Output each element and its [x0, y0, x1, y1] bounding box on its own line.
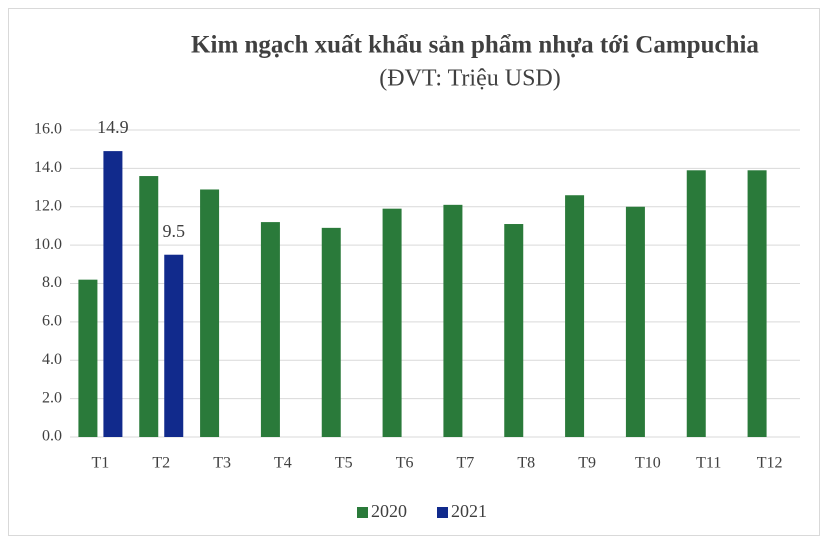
data-label: 14.9	[97, 117, 129, 137]
legend-swatch	[437, 507, 448, 518]
bar	[747, 170, 767, 437]
y-tick-label: 10.0	[34, 236, 62, 253]
bar	[625, 206, 645, 437]
bar	[443, 204, 463, 437]
y-tick-label: 16.0	[34, 121, 62, 138]
x-tick-label: T7	[457, 455, 475, 472]
bar	[139, 176, 159, 438]
x-tick-label: T9	[578, 455, 596, 472]
x-tick-label: T12	[757, 455, 783, 472]
bar	[260, 222, 280, 437]
bar	[164, 254, 184, 437]
x-tick-label: T3	[213, 455, 231, 472]
x-tick-label: T5	[335, 455, 353, 472]
bar	[686, 170, 706, 437]
y-tick-label: 14.0	[34, 159, 62, 176]
y-tick-label: 4.0	[42, 351, 62, 368]
x-tick-label: T10	[635, 455, 661, 472]
legend-label: 2021	[451, 501, 487, 521]
x-tick-label: T6	[396, 455, 414, 472]
bar	[504, 224, 524, 437]
chart-subtitle: (ĐVT: Triệu USD)	[379, 66, 561, 92]
legend-label: 2020	[371, 501, 407, 521]
y-tick-label: 6.0	[42, 313, 62, 330]
x-tick-label: T8	[517, 455, 535, 472]
y-tick-label: 8.0	[42, 274, 62, 291]
x-tick-label: T4	[274, 455, 292, 472]
y-tick-label: 12.0	[34, 197, 62, 214]
x-tick-label: T2	[152, 455, 170, 472]
data-label: 9.5	[163, 221, 186, 241]
bar	[78, 279, 98, 437]
bar	[200, 189, 220, 437]
y-tick-label: 2.0	[42, 389, 62, 406]
bar	[382, 208, 402, 437]
legend-swatch	[357, 507, 368, 518]
bar	[565, 195, 585, 437]
y-tick-label: 0.0	[42, 428, 62, 445]
chart-title: Kim ngạch xuất khẩu sản phẩm nhựa tới Ca…	[191, 32, 759, 59]
bar	[321, 227, 341, 437]
x-tick-label: T1	[92, 455, 110, 472]
bar	[103, 151, 123, 437]
x-tick-label: T11	[696, 455, 721, 472]
